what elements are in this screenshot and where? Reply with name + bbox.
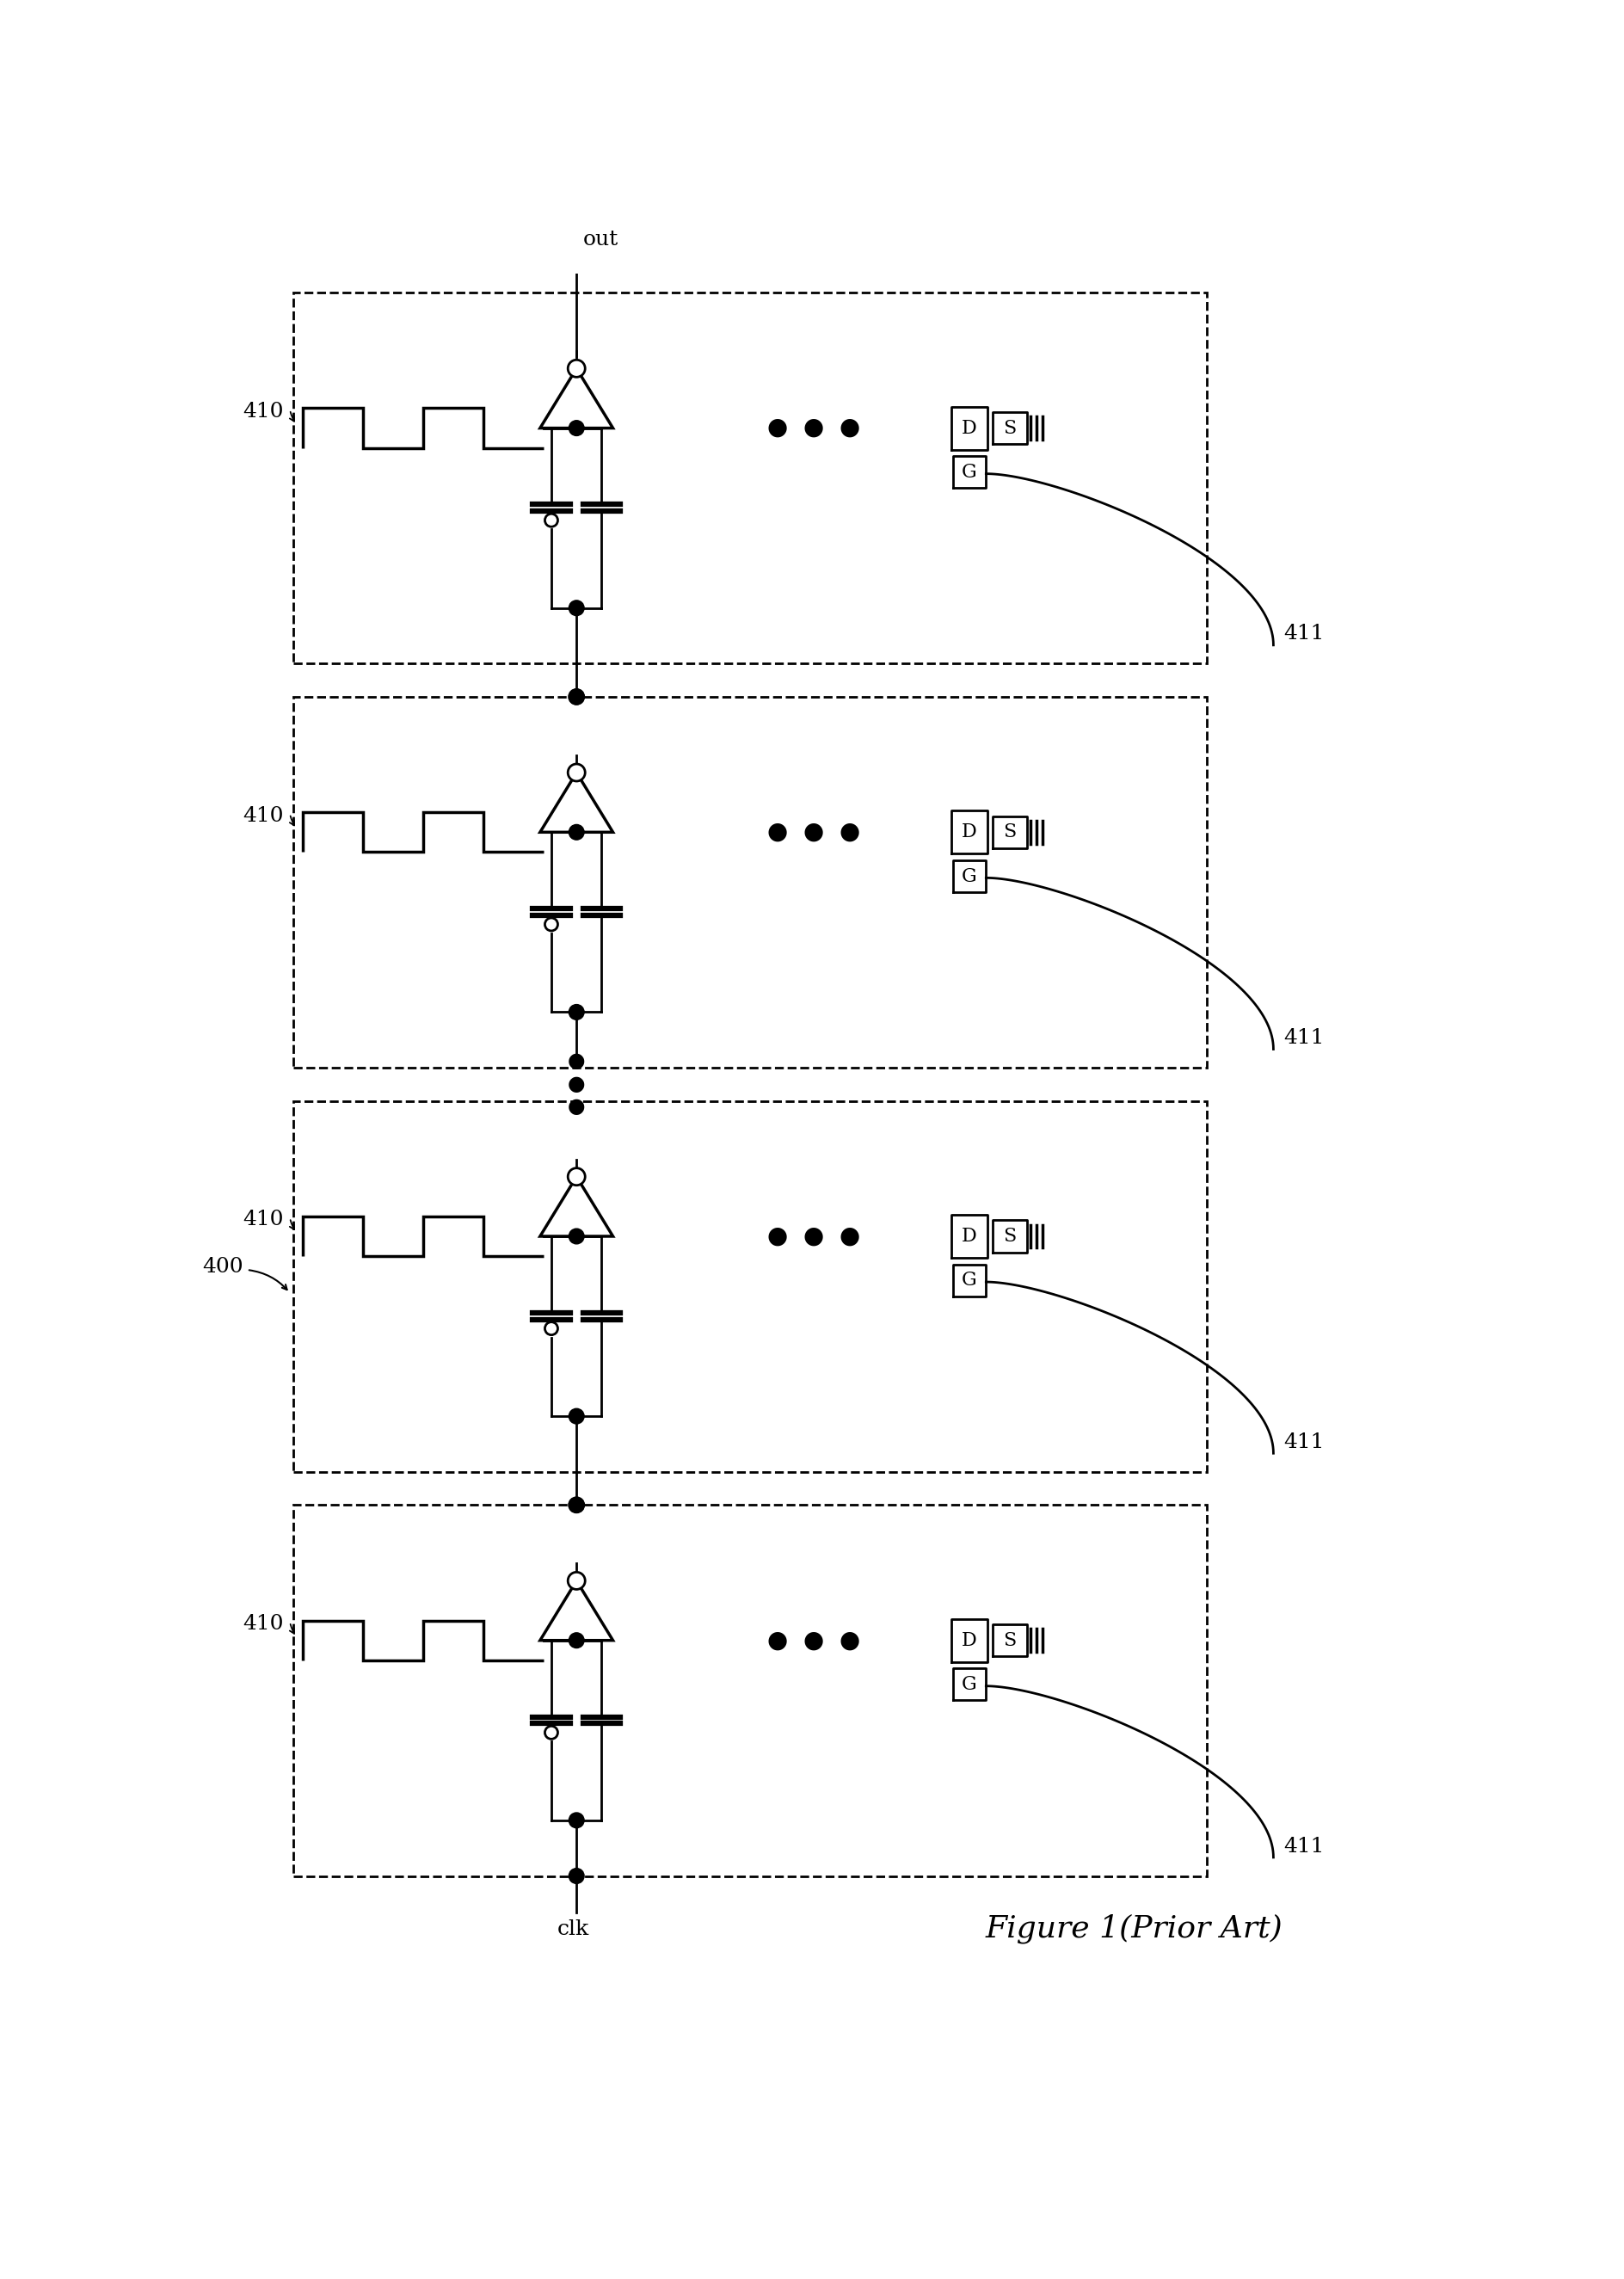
- Circle shape: [568, 1632, 585, 1648]
- Circle shape: [568, 1573, 585, 1588]
- Text: 411: 411: [1283, 624, 1324, 645]
- Text: S: S: [1004, 419, 1017, 438]
- Text: ●  ●  ●: ● ● ●: [768, 417, 861, 440]
- Text: clk: clk: [557, 1919, 590, 1939]
- Circle shape: [568, 599, 585, 615]
- Circle shape: [568, 1869, 585, 1882]
- Text: G: G: [961, 1272, 978, 1290]
- Circle shape: [546, 918, 557, 930]
- Text: 410: 410: [242, 1210, 283, 1231]
- Circle shape: [568, 360, 585, 376]
- Text: G: G: [961, 463, 978, 481]
- Text: S: S: [1004, 1632, 1017, 1650]
- Text: D: D: [961, 1226, 978, 1247]
- Circle shape: [568, 1005, 585, 1019]
- Text: D: D: [961, 419, 978, 438]
- Circle shape: [568, 825, 585, 839]
- Circle shape: [568, 1408, 585, 1424]
- Circle shape: [568, 422, 585, 435]
- Text: D: D: [961, 823, 978, 841]
- Text: 411: 411: [1283, 1028, 1324, 1048]
- Bar: [294, 1101, 1207, 1472]
- Text: ●  ●  ●: ● ● ●: [768, 820, 861, 843]
- Text: ●  ●  ●: ● ● ●: [768, 1224, 861, 1249]
- Circle shape: [568, 688, 585, 704]
- Text: 410: 410: [242, 401, 283, 422]
- Circle shape: [568, 1169, 585, 1185]
- Circle shape: [568, 1497, 583, 1513]
- Text: D: D: [961, 1632, 978, 1650]
- Text: out: out: [583, 230, 619, 251]
- Bar: [294, 697, 1207, 1069]
- Text: 410: 410: [242, 807, 283, 825]
- Text: S: S: [1004, 1226, 1017, 1247]
- Text: G: G: [961, 866, 978, 887]
- Bar: [294, 1504, 1207, 1876]
- Text: 400: 400: [203, 1256, 244, 1276]
- Circle shape: [546, 1322, 557, 1335]
- Circle shape: [546, 1725, 557, 1739]
- Text: 411: 411: [1283, 1837, 1324, 1855]
- Circle shape: [568, 763, 585, 782]
- Text: 411: 411: [1283, 1431, 1324, 1452]
- Text: ●  ●  ●: ● ● ●: [768, 1629, 861, 1652]
- Circle shape: [568, 1228, 585, 1244]
- Text: 410: 410: [242, 1614, 283, 1634]
- Circle shape: [568, 691, 583, 704]
- Text: G: G: [961, 1675, 978, 1693]
- Text: ●
●
●: ● ● ●: [568, 1051, 585, 1117]
- Circle shape: [568, 1497, 585, 1513]
- Bar: [294, 292, 1207, 663]
- Circle shape: [568, 1812, 585, 1828]
- Circle shape: [546, 513, 557, 526]
- Text: Figure 1(Prior Art): Figure 1(Prior Art): [986, 1914, 1283, 1944]
- Text: S: S: [1004, 823, 1017, 841]
